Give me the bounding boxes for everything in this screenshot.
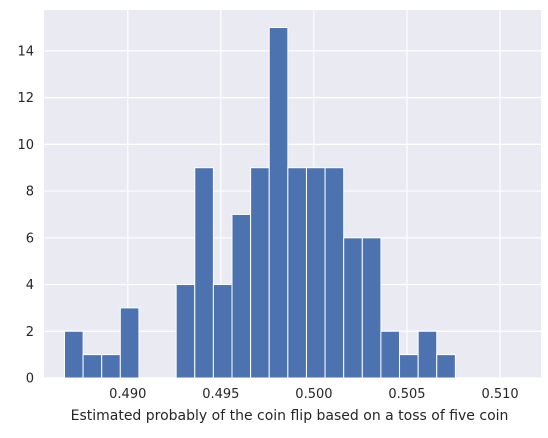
histogram-bar: [212, 284, 233, 379]
histogram-bar: [361, 237, 382, 379]
histogram-bar: [194, 167, 214, 379]
histogram-bar: [380, 330, 401, 379]
x-tick-label: 0.490: [109, 387, 146, 402]
y-tick-label: 10: [17, 138, 34, 153]
x-axis-label: Estimated probably of the coin flip base…: [71, 408, 509, 424]
y-tick-label: 6: [26, 231, 34, 246]
x-tick-label: 0.510: [481, 387, 518, 402]
histogram-bar: [436, 354, 456, 379]
histogram-bar: [399, 354, 419, 379]
histogram-bar: [231, 213, 252, 379]
histogram-bar: [119, 307, 140, 379]
y-tick-labels: 0 2 4 6 8 10 12 14: [17, 44, 34, 386]
y-tick-label: 8: [26, 185, 34, 200]
histogram-bar: [101, 354, 121, 379]
histogram-bar: [305, 167, 326, 379]
y-tick-label: 12: [17, 91, 34, 106]
x-tick-label: 0.505: [388, 387, 425, 402]
x-tick-labels: 0.490 0.495 0.500 0.505 0.510: [109, 387, 519, 402]
histogram-bar: [175, 284, 196, 379]
histogram-bar: [63, 330, 84, 379]
histogram-bar: [268, 27, 289, 379]
histogram-bar: [287, 167, 307, 379]
histogram-bar: [250, 167, 270, 379]
histogram-bar: [82, 354, 103, 379]
histogram-bar: [324, 167, 345, 379]
y-tick-label: 2: [26, 325, 34, 340]
histogram-bars: [63, 27, 456, 379]
y-tick-label: 4: [26, 278, 34, 293]
x-tick-label: 0.500: [295, 387, 332, 402]
x-tick-label: 0.495: [202, 387, 239, 402]
y-tick-label: 14: [17, 44, 34, 59]
y-tick-label: 0: [26, 372, 34, 387]
histogram-bar: [343, 237, 363, 379]
histogram-bar: [417, 330, 438, 379]
